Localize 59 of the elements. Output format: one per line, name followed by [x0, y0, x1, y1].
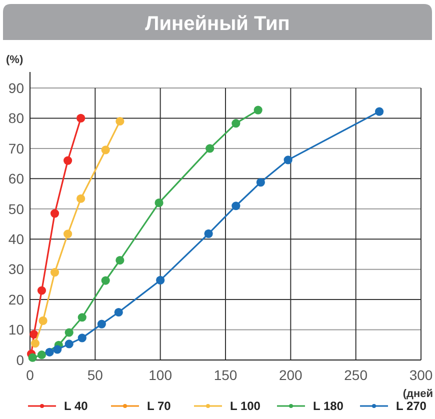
point — [64, 328, 74, 337]
point — [50, 268, 60, 277]
point — [116, 256, 124, 265]
point — [37, 350, 46, 360]
legend-label: L 40 — [64, 399, 88, 414]
legend-label: L 270 — [396, 399, 427, 414]
y-axis-title: (%) — [6, 54, 24, 66]
y-tick-label: 60 — [8, 170, 24, 187]
point — [37, 286, 46, 295]
legend-label: L 180 — [313, 399, 344, 414]
x-tick-label: 200 — [278, 367, 303, 383]
y-tick-label: 10 — [8, 322, 24, 338]
y-tick-label: 20 — [8, 291, 24, 308]
x-tick-label: 150 — [214, 367, 238, 383]
y-tick-label: 0 — [16, 352, 24, 368]
point — [45, 348, 54, 356]
x-tick-label: 300 — [409, 367, 433, 383]
point — [30, 339, 40, 348]
y-tick-label: 80 — [8, 110, 24, 126]
x-tick-label: 100 — [148, 367, 172, 383]
y-tick-label: 70 — [8, 140, 24, 156]
point — [63, 230, 72, 238]
x-tick-label: 50 — [87, 367, 104, 383]
point — [28, 353, 37, 362]
y-tick-label: 40 — [8, 231, 24, 248]
point — [232, 202, 240, 210]
x-axis-title: (дней — [402, 388, 433, 400]
legend-label: L 100 — [230, 399, 261, 414]
point — [97, 320, 106, 328]
point — [64, 340, 74, 348]
point — [78, 313, 86, 322]
point — [101, 276, 110, 285]
point — [114, 308, 123, 317]
y-tick-label: 90 — [8, 80, 24, 96]
point — [154, 198, 164, 208]
legend-label: L 70 — [147, 399, 172, 414]
point — [30, 330, 38, 339]
point — [76, 194, 86, 203]
point — [38, 316, 48, 326]
point — [63, 156, 72, 165]
y-tick-label: 50 — [8, 200, 24, 217]
chart-title: Линейный Тип — [145, 13, 290, 35]
point — [53, 345, 62, 354]
point — [76, 114, 86, 123]
point — [116, 116, 124, 126]
y-tick-label: 30 — [8, 261, 24, 278]
x-tick-label: 0 — [26, 367, 34, 383]
point — [374, 107, 384, 116]
x-tick-label: 250 — [344, 367, 368, 383]
point — [78, 334, 86, 342]
point — [156, 276, 165, 285]
point — [284, 156, 292, 164]
point — [256, 178, 265, 187]
point — [204, 229, 213, 238]
point — [254, 106, 262, 114]
point — [101, 146, 110, 154]
point — [50, 209, 60, 218]
point — [232, 119, 240, 128]
point — [206, 144, 214, 153]
